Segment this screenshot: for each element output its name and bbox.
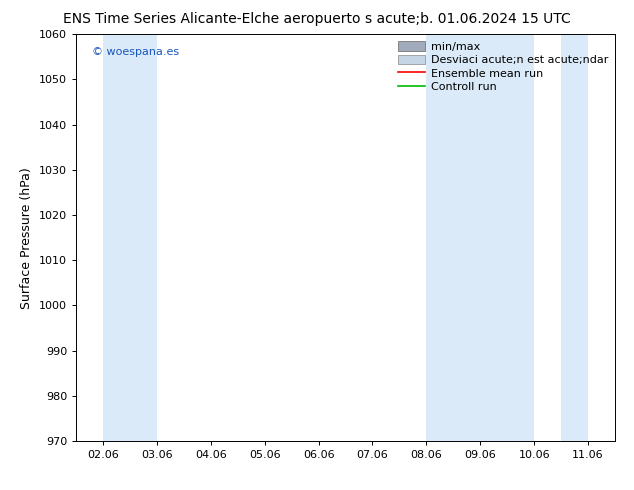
Bar (481, 34, 534, 441)
Text: © woespana.es: © woespana.es (93, 47, 179, 56)
Text: ENS Time Series Alicante-Elche aeropuerto: ENS Time Series Alicante-Elche aeropuert… (63, 12, 361, 26)
Y-axis label: Surface Pressure (hPa): Surface Pressure (hPa) (20, 167, 34, 309)
Text: s acute;b. 01.06.2024 15 UTC: s acute;b. 01.06.2024 15 UTC (365, 12, 571, 26)
Legend: min/max, Desviaci acute;n est acute;ndar, Ensemble mean run, Controll run: min/max, Desviaci acute;n est acute;ndar… (394, 38, 612, 96)
Bar (561, 34, 588, 441)
Bar (426, 34, 481, 441)
Bar (103, 34, 157, 441)
